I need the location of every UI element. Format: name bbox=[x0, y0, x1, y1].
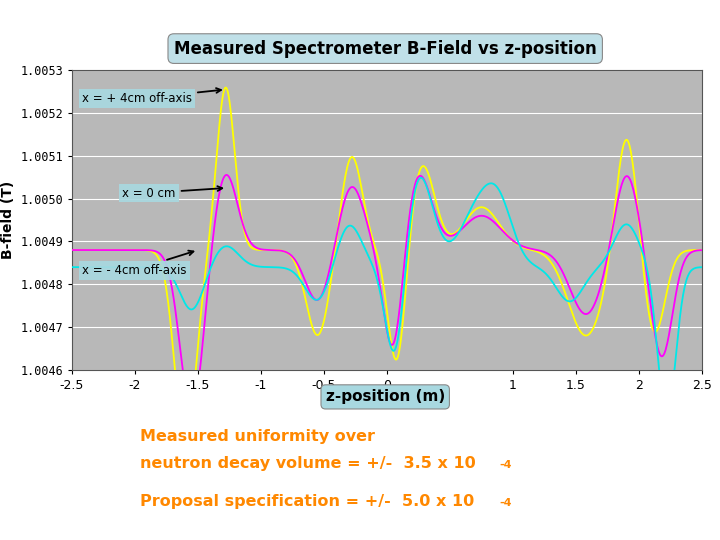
Y-axis label: B-field (T): B-field (T) bbox=[1, 181, 14, 259]
Text: z-position (m): z-position (m) bbox=[325, 389, 445, 404]
Text: Proposal specification = +/-  5.0 x 10: Proposal specification = +/- 5.0 x 10 bbox=[140, 494, 474, 509]
Text: -4: -4 bbox=[500, 498, 512, 508]
Text: x = - 4cm off-axis: x = - 4cm off-axis bbox=[82, 251, 194, 276]
Text: x = 0 cm: x = 0 cm bbox=[122, 186, 222, 199]
Text: Measured uniformity over: Measured uniformity over bbox=[140, 429, 375, 444]
Text: Measured Spectrometer B-Field vs z-position: Measured Spectrometer B-Field vs z-posit… bbox=[174, 39, 597, 58]
Text: -4: -4 bbox=[500, 460, 512, 470]
Text: neutron decay volume = +/-  3.5 x 10: neutron decay volume = +/- 3.5 x 10 bbox=[140, 456, 476, 471]
Text: x = + 4cm off-axis: x = + 4cm off-axis bbox=[82, 88, 221, 105]
